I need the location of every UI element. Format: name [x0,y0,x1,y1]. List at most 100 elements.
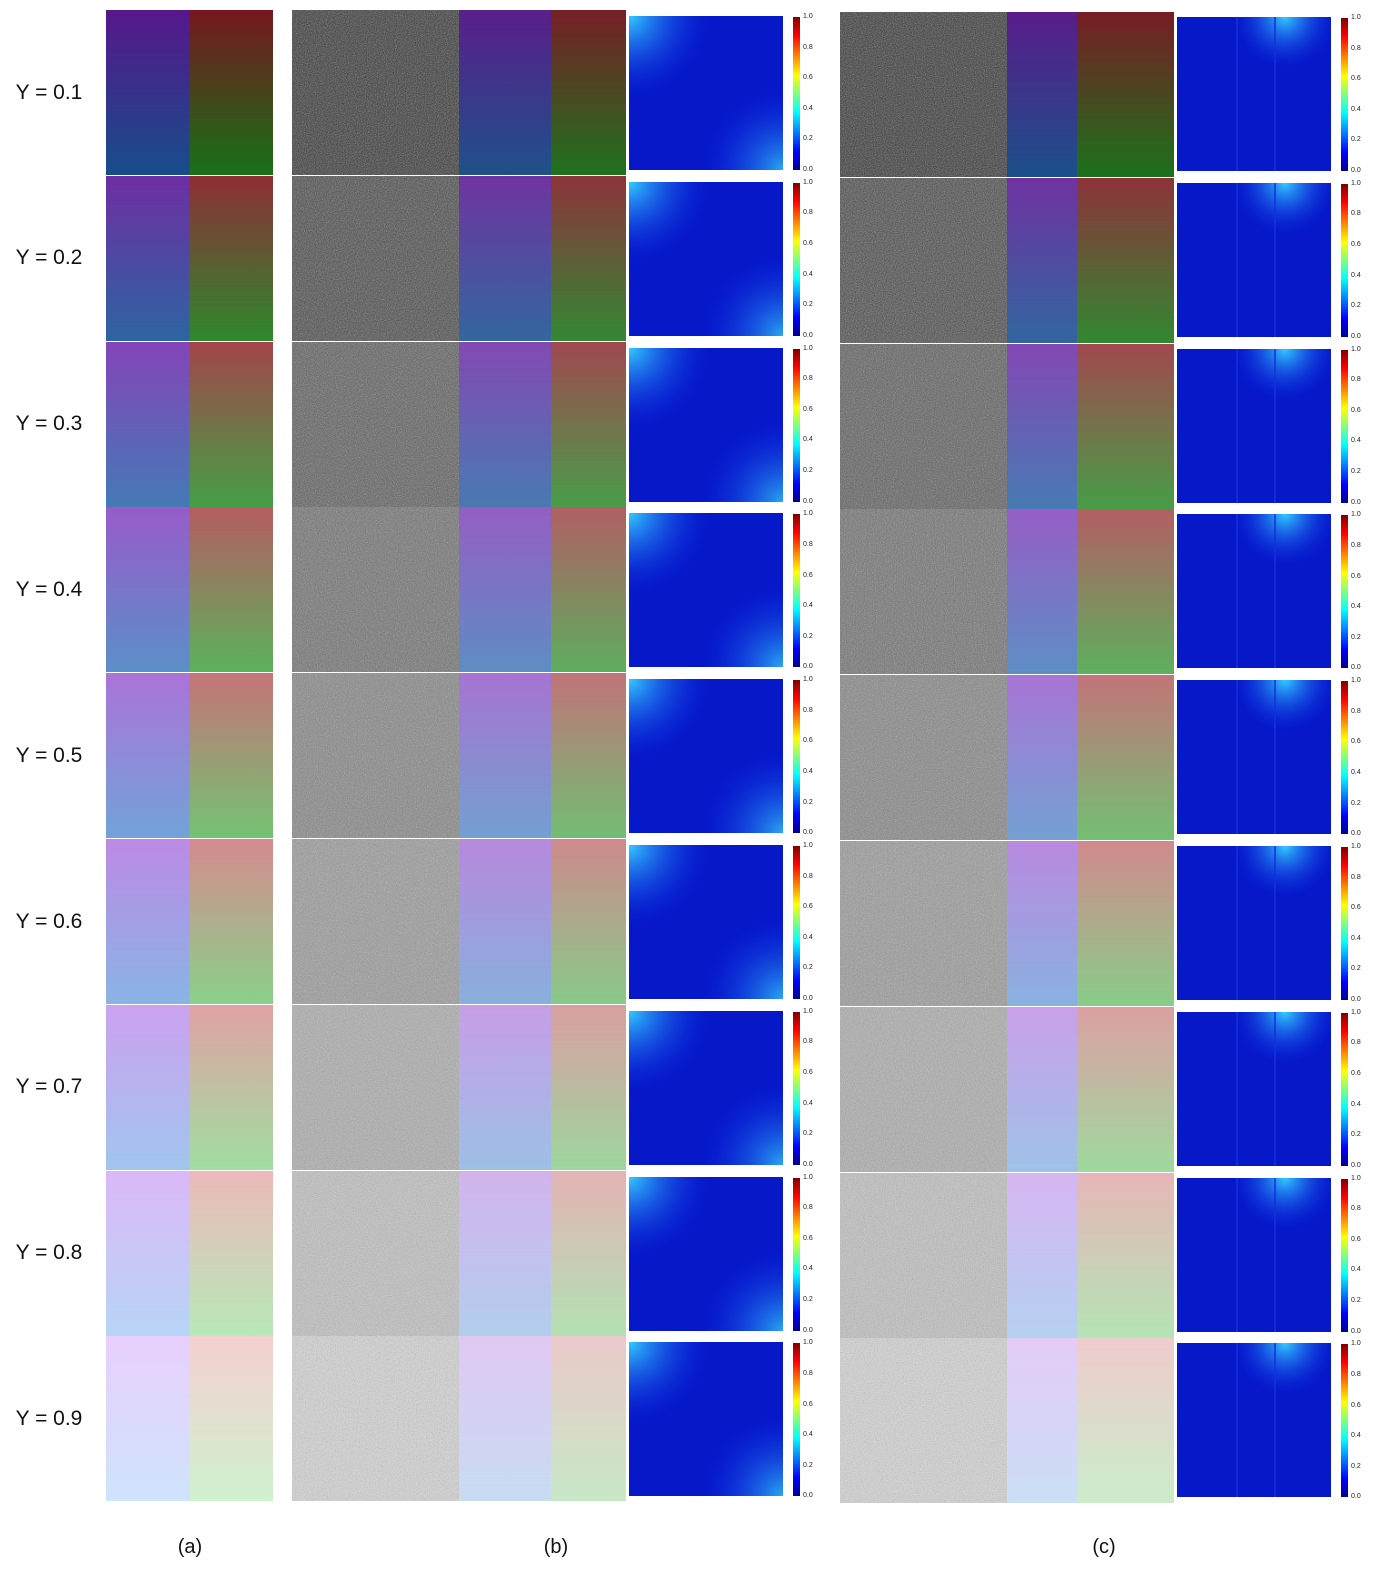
colorbar-tick-label: 0.2 [803,632,813,640]
colorbar-tick-label: 1.0 [803,842,813,849]
error-map-b [629,513,783,668]
colorbar [793,182,800,336]
pattern-image-b-svg [292,1336,459,1502]
error-map-c-svg [1177,348,1331,503]
pattern-image-b-svg [292,1004,459,1170]
pattern-noise [840,509,1007,675]
reconstructed-color-map-b [459,1004,626,1170]
gradient-top [1007,509,1174,675]
error-map-b [629,1176,783,1331]
pattern-image-b-svg [292,10,459,175]
colorbar-tick-label: 0.2 [1351,468,1361,475]
colorbar [1341,1344,1348,1498]
reconstructed-color-map-b [459,1170,626,1336]
pattern-noise [292,839,459,1004]
colorbar-tick-label: 0.0 [1351,332,1361,340]
reference-color-map [106,1004,273,1170]
subfigure-caption: (b) [543,1536,569,1558]
error-map-corner [629,1342,783,1497]
colorbar [793,348,800,502]
gradient-top [1007,1338,1174,1504]
colorbar [1341,18,1348,171]
error-map-c [1177,182,1331,337]
error-map-c [1177,1343,1331,1498]
colorbar-tick-label: 0.4 [1351,271,1361,279]
colorbar-tick-label: 0.6 [803,240,813,247]
pattern-image-c-svg [840,1172,1007,1338]
reference-color-map-svg [106,175,273,341]
row-label: Y = 0.3 [15,412,83,436]
colorbar-tick-label: 0.2 [1351,136,1361,144]
error-map-c [1177,514,1331,669]
gradient-top [1007,1172,1174,1338]
colorbar-tick-label: 1.0 [803,510,813,518]
pattern-image-b-svg [292,175,459,341]
colorbar-tick-label: 1.0 [1351,677,1361,685]
reconstructed-color-map-b-svg [459,1336,626,1502]
pattern-noise [840,343,1007,509]
pattern-image-c-svg [840,1338,1007,1504]
pattern-noise [292,673,459,839]
pattern-image-c [840,343,1007,509]
colorbar [1341,1012,1348,1166]
texture-overlay [1007,675,1174,841]
reference-color-map [106,10,273,175]
colorbar-tick-label: 0.8 [803,541,813,548]
reference-color-map [106,1336,273,1502]
pattern-image-c-svg [840,12,1007,177]
colorbar-tick-label: 0.4 [1351,1266,1361,1274]
error-map-highlight [1177,1177,1331,1332]
texture-overlay [459,1004,626,1170]
colorbar-tick-label: 0.6 [1351,241,1361,248]
pattern-noise [292,175,459,341]
error-map-highlight [1177,1011,1331,1166]
colorbar-tick-label: 1.0 [803,178,813,186]
pattern-noise [840,177,1007,343]
pattern-noise [840,12,1007,177]
colorbar [793,1177,800,1331]
error-map-c-svg [1177,680,1331,835]
colorbar-tick-label: 0.4 [1351,105,1361,113]
colorbar [793,846,800,999]
error-map-highlight [1177,680,1331,835]
error-map-corner [629,181,783,336]
row-label: Y = 0.4 [15,577,83,601]
colorbar [1341,847,1348,1000]
gradient-top [459,673,626,839]
colorbar-tick-label: 0.0 [1351,1493,1361,1501]
error-map-b-svg [629,347,783,502]
gradient-top [459,1336,626,1502]
colorbar-tick-label: 0.8 [1351,1039,1361,1047]
reconstructed-color-map-c [1007,12,1174,177]
colorbar-tick-label: 0.6 [803,1234,813,1242]
reconstructed-color-map-b-svg [459,673,626,839]
colorbar-tick-label: 0.0 [803,663,813,671]
reference-color-map [106,175,273,341]
pattern-image-c [840,1006,1007,1172]
reference-color-map-svg [106,1336,273,1502]
row-label: Y = 0.9 [15,1406,83,1430]
gradient-top [459,507,626,673]
reconstructed-color-map-b [459,1336,626,1502]
gradient-top [106,175,273,341]
colorbar-tick-label: 0.6 [803,903,813,911]
colorbar-tick-label: 0.6 [1351,406,1361,414]
reference-color-map [106,507,273,673]
colorbar [793,1343,800,1497]
pattern-image-b [292,507,459,673]
reference-color-map-svg [106,1004,273,1170]
colorbar-tick-label: 0.4 [803,1265,813,1273]
reconstructed-color-map-b [459,507,626,673]
colorbar-tick-label: 1.0 [803,1339,813,1347]
colorbar-tick-label: 0.8 [803,872,813,880]
colorbar-tick-label: 0.4 [1351,934,1361,942]
texture-overlay [459,10,626,175]
error-map-c [1177,348,1331,503]
colorbar-tick-label: 1.0 [1351,511,1361,519]
colorbar [1341,515,1348,669]
colorbar [1341,349,1348,503]
reconstructed-color-map-c-svg [1007,177,1174,343]
pattern-image-b [292,673,459,839]
reconstructed-color-map-b [459,839,626,1004]
colorbar-tick-label: 0.2 [1351,1462,1361,1470]
